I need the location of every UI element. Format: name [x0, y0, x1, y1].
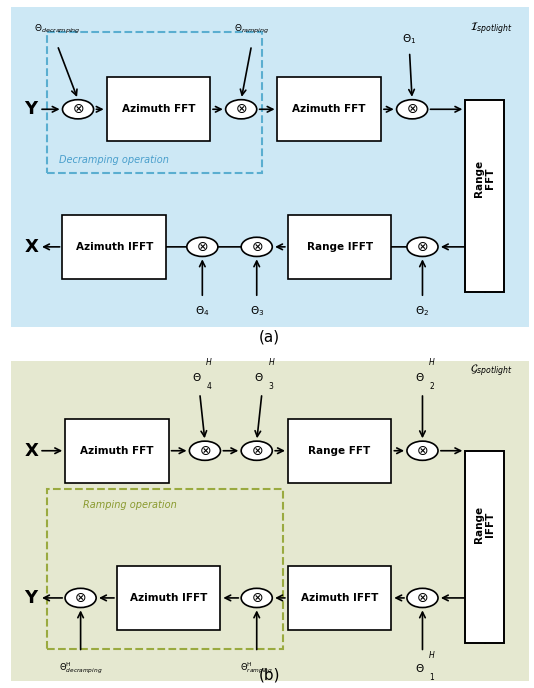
- Text: (b): (b): [259, 667, 280, 682]
- Text: Range IFFT: Range IFFT: [307, 242, 373, 252]
- Text: $\mathcal{G}_{spotlight}$: $\mathcal{G}_{spotlight}$: [470, 363, 513, 379]
- Text: $\Theta_4$: $\Theta_4$: [195, 304, 209, 318]
- Text: Azimuth IFFT: Azimuth IFFT: [76, 242, 153, 252]
- Text: $\Theta$: $\Theta$: [192, 371, 202, 383]
- Text: 1: 1: [429, 674, 434, 682]
- Bar: [117, 566, 221, 630]
- Text: $\otimes$: $\otimes$: [417, 591, 429, 605]
- Bar: [62, 215, 166, 279]
- Bar: [278, 77, 381, 141]
- Text: 2: 2: [429, 383, 434, 391]
- Text: $\Theta$: $\Theta$: [415, 371, 425, 383]
- Text: $\otimes$: $\otimes$: [417, 240, 429, 254]
- Text: Decramping operation: Decramping operation: [59, 155, 169, 166]
- Text: $\mathbf{Y}$: $\mathbf{Y}$: [23, 589, 39, 607]
- Circle shape: [407, 588, 438, 608]
- Circle shape: [407, 441, 438, 460]
- Bar: [288, 419, 391, 483]
- Text: H: H: [269, 358, 274, 367]
- Circle shape: [407, 237, 438, 257]
- Text: $\otimes$: $\otimes$: [250, 444, 263, 458]
- Bar: [288, 215, 391, 279]
- Text: $\otimes$: $\otimes$: [199, 444, 211, 458]
- Text: 4: 4: [207, 383, 211, 391]
- Text: $\Theta_3$: $\Theta_3$: [249, 304, 264, 318]
- Text: $\otimes$: $\otimes$: [235, 103, 247, 116]
- Circle shape: [241, 441, 272, 460]
- Bar: [65, 419, 169, 483]
- Text: Range FFT: Range FFT: [309, 446, 371, 455]
- Circle shape: [397, 100, 428, 119]
- Bar: [47, 489, 282, 649]
- Circle shape: [241, 237, 272, 257]
- Text: 3: 3: [269, 383, 273, 391]
- Text: $\Theta$: $\Theta$: [255, 371, 264, 383]
- Bar: [106, 77, 210, 141]
- Text: $\otimes$: $\otimes$: [196, 240, 208, 254]
- Text: Azimuth FFT: Azimuth FFT: [122, 105, 195, 114]
- Text: Azimuth IFFT: Azimuth IFFT: [130, 593, 207, 603]
- Text: Azimuth IFFT: Azimuth IFFT: [301, 593, 378, 603]
- Text: $\mathbf{X}$: $\mathbf{X}$: [23, 442, 39, 460]
- Text: $\Theta^{\mathrm{H}}_{decramping}$: $\Theta^{\mathrm{H}}_{decramping}$: [59, 660, 103, 676]
- Circle shape: [241, 588, 272, 608]
- Text: $\mathcal{I}_{spotlight}$: $\mathcal{I}_{spotlight}$: [470, 21, 513, 37]
- Text: H: H: [429, 358, 435, 367]
- Text: $\otimes$: $\otimes$: [406, 103, 418, 116]
- Circle shape: [226, 100, 257, 119]
- Text: $\Theta_1$: $\Theta_1$: [403, 32, 417, 46]
- Circle shape: [187, 237, 218, 257]
- Text: Ramping operation: Ramping operation: [83, 500, 177, 510]
- Bar: [288, 566, 391, 630]
- Text: $\otimes$: $\otimes$: [250, 240, 263, 254]
- Text: $\otimes$: $\otimes$: [250, 591, 263, 605]
- Bar: [465, 100, 504, 292]
- Text: H: H: [206, 358, 212, 367]
- Text: Azimuth FFT: Azimuth FFT: [293, 105, 366, 114]
- Text: $\mathbf{X}$: $\mathbf{X}$: [23, 238, 39, 256]
- Text: (a): (a): [259, 330, 280, 345]
- Text: Range
IFFT: Range IFFT: [474, 506, 496, 543]
- Bar: [465, 451, 504, 643]
- Text: $\Theta_{ramping}$: $\Theta_{ramping}$: [234, 23, 269, 36]
- Circle shape: [190, 441, 221, 460]
- Circle shape: [65, 588, 96, 608]
- Text: $\mathbf{Y}$: $\mathbf{Y}$: [23, 100, 39, 118]
- Text: $\Theta_{decramping}$: $\Theta_{decramping}$: [34, 23, 81, 36]
- Text: Range
FFT: Range FFT: [474, 160, 496, 197]
- Text: $\otimes$: $\otimes$: [72, 103, 84, 116]
- Text: $\otimes$: $\otimes$: [74, 591, 87, 605]
- Text: Azimuth FFT: Azimuth FFT: [80, 446, 154, 455]
- Circle shape: [62, 100, 93, 119]
- Bar: [47, 32, 262, 173]
- Text: $\Theta^{\mathrm{H}}_{ramping}$: $\Theta^{\mathrm{H}}_{ramping}$: [240, 660, 273, 676]
- Text: $\otimes$: $\otimes$: [417, 444, 429, 458]
- Text: $\Theta_2$: $\Theta_2$: [415, 304, 429, 318]
- Text: H: H: [429, 651, 435, 660]
- Text: $\Theta$: $\Theta$: [415, 663, 425, 674]
